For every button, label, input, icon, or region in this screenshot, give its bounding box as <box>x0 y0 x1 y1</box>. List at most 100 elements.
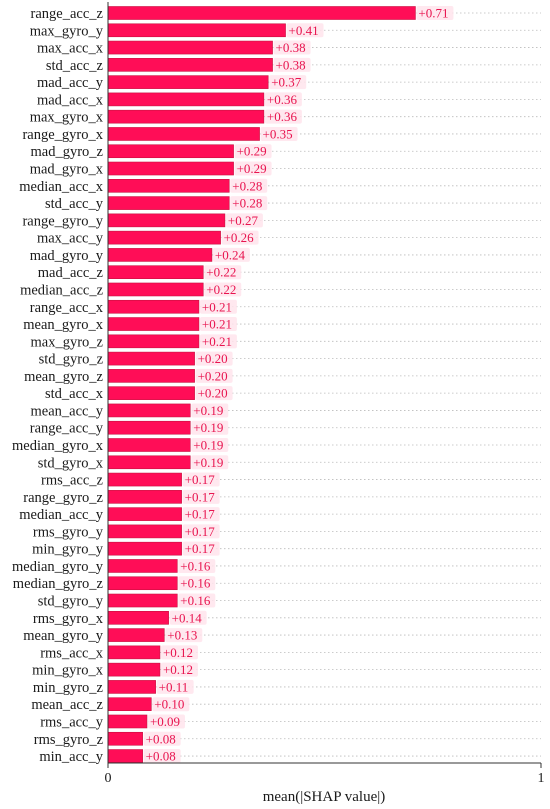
value-label-bg <box>182 472 220 487</box>
value-label-rms_acc_x: +0.12 <box>163 645 193 660</box>
value-label-bg <box>165 628 203 643</box>
value-label-range_gyro_y: +0.27 <box>228 213 259 228</box>
feature-label-mean_gyro_x: mean_gyro_x <box>23 317 103 333</box>
x-axis-title: mean(|SHAP value|) <box>263 789 386 805</box>
value-label-std_acc_z: +0.38 <box>276 57 306 72</box>
value-label-bg <box>147 714 185 729</box>
bar-median_acc_y <box>107 507 182 521</box>
value-label-min_gyro_x: +0.12 <box>163 662 193 677</box>
value-label-bg <box>230 178 268 193</box>
bar-std_gyro_x <box>107 455 191 470</box>
bar-rms_gyro_y <box>107 524 182 539</box>
bar-max_gyro_z <box>107 334 200 349</box>
feature-label-max_acc_y: max_acc_y <box>37 231 104 247</box>
feature-label-rms_gyro_x: rms_gyro_x <box>33 611 104 627</box>
bar-max_gyro_y <box>107 23 286 38</box>
value-label-std_gyro_z: +0.20 <box>198 351 228 366</box>
value-label-bg <box>143 749 181 764</box>
feature-label-max_acc_x: max_acc_x <box>37 41 104 57</box>
bar-rms_gyro_z <box>107 731 143 746</box>
feature-label-range_acc_x: range_acc_x <box>30 300 104 316</box>
bar-min_gyro_z <box>107 680 156 694</box>
x-tick-label-1: 1 <box>538 771 545 786</box>
value-label-rms_gyro_y: +0.17 <box>185 524 216 539</box>
bar-mad_gyro_x <box>107 161 234 176</box>
value-label-mad_acc_y: +0.37 <box>271 75 302 90</box>
value-label-bg <box>191 403 229 418</box>
feature-label-range_gyro_y: range_gyro_y <box>22 213 103 229</box>
feature-label-range_gyro_z: range_gyro_z <box>23 490 103 506</box>
value-label-mad_gyro_y: +0.24 <box>215 247 246 262</box>
feature-label-median_acc_z: median_acc_z <box>20 282 103 298</box>
feature-label-min_gyro_z: min_gyro_z <box>33 680 104 696</box>
bar-mean_acc_y <box>107 403 191 418</box>
bar-mad_gyro_y <box>107 248 213 262</box>
feature-label-mad_gyro_z: mad_gyro_z <box>31 144 104 160</box>
feature-label-mean_acc_z: mean_acc_z <box>31 697 103 713</box>
feature-label-mad_gyro_x: mad_gyro_x <box>30 162 104 178</box>
value-labels: +0.71 +0.41 +0.38 +0.38 +0.37 +0.36 +0.36 +0.35… <box>143 6 454 764</box>
bar-range_acc_z <box>107 6 416 20</box>
bar-mad_acc_z <box>107 265 204 280</box>
value-label-mean_gyro_x: +0.21 <box>202 317 232 332</box>
value-label-std_gyro_y: +0.16 <box>180 593 211 608</box>
bar-mean_gyro_y <box>107 628 165 642</box>
value-label-bg <box>182 507 220 522</box>
value-label-bg <box>182 489 220 504</box>
value-label-mean_acc_y: +0.19 <box>193 403 223 418</box>
feature-label-rms_gyro_z: rms_gyro_z <box>34 732 104 748</box>
value-label-bg <box>160 645 198 660</box>
bar-std_acc_y <box>107 196 230 210</box>
bar-median_acc_x <box>107 179 230 193</box>
value-label-bg <box>234 144 272 159</box>
value-label-mean_acc_z: +0.10 <box>154 697 184 712</box>
bar-rms_acc_y <box>107 714 148 729</box>
feature-label-rms_acc_x: rms_acc_x <box>40 645 104 661</box>
value-label-bg <box>195 368 233 383</box>
bar-std_acc_z <box>107 58 273 72</box>
value-label-bg <box>182 541 220 556</box>
value-label-bg <box>152 697 190 712</box>
value-label-range_acc_y: +0.19 <box>193 420 223 435</box>
bar-std_acc_x <box>107 386 195 400</box>
value-label-bg <box>178 558 216 573</box>
value-label-mad_acc_x: +0.36 <box>267 92 298 107</box>
value-label-bg <box>264 109 302 124</box>
value-label-max_gyro_y: +0.41 <box>289 23 319 38</box>
feature-label-median_gyro_x: median_gyro_x <box>12 438 104 454</box>
value-label-range_acc_z: +0.71 <box>418 6 448 21</box>
feature-label-std_gyro_x: std_gyro_x <box>38 455 104 471</box>
feature-label-std_gyro_z: std_gyro_z <box>39 352 104 368</box>
feature-label-mad_acc_x: mad_acc_x <box>37 92 104 108</box>
bars <box>107 6 416 763</box>
value-label-min_acc_y: +0.08 <box>146 749 176 764</box>
value-label-bg <box>269 75 307 90</box>
bar-mad_acc_x <box>107 92 265 107</box>
feature-label-std_acc_y: std_acc_y <box>45 196 104 212</box>
feature-label-mean_acc_y: mean_acc_y <box>31 403 104 419</box>
value-label-bg <box>199 299 237 314</box>
value-label-bg <box>416 6 454 20</box>
bar-range_gyro_z <box>107 490 182 504</box>
feature-label-rms_gyro_y: rms_gyro_y <box>33 524 104 540</box>
value-label-bg <box>264 92 302 107</box>
value-label-bg <box>195 386 233 401</box>
feature-label-median_acc_y: median_acc_y <box>19 507 103 523</box>
feature-label-min_gyro_y: min_gyro_y <box>32 542 104 558</box>
value-label-max_acc_y: +0.26 <box>224 230 255 245</box>
value-label-bg <box>260 126 298 141</box>
value-label-rms_gyro_x: +0.14 <box>172 610 203 625</box>
value-label-bg <box>195 351 233 366</box>
feature-label-median_gyro_z: median_gyro_z <box>13 576 104 592</box>
bar-mean_gyro_z <box>107 369 195 383</box>
feature-label-rms_acc_z: rms_acc_z <box>41 473 104 489</box>
bar-rms_acc_x <box>107 645 161 660</box>
value-label-bg <box>191 438 229 452</box>
value-label-min_gyro_y: +0.17 <box>185 541 216 556</box>
value-label-bg <box>230 196 268 211</box>
value-label-bg <box>169 610 207 625</box>
bar-range_gyro_x <box>107 127 260 141</box>
feature-label-median_acc_x: median_acc_x <box>19 179 103 195</box>
value-label-max_gyro_x: +0.36 <box>267 109 298 124</box>
feature-label-mad_acc_z: mad_acc_z <box>38 265 104 281</box>
